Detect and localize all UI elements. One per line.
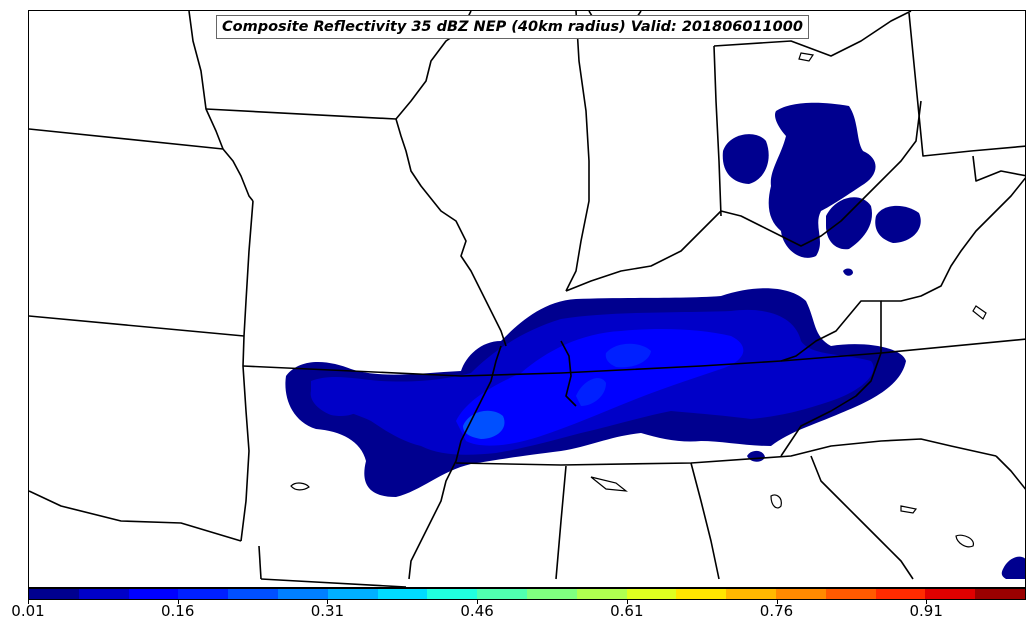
colorbar-ticks: 0.01 0.16 0.31 0.46 0.61 0.76 0.91: [0, 600, 1036, 633]
colorbar-segment: [975, 589, 1025, 599]
contour-small-ky: [843, 268, 853, 276]
lakes: [290, 52, 987, 548]
contour-ohio-d: [875, 205, 921, 243]
contour-small-coast: [1001, 556, 1025, 579]
map-title: Composite Reflectivity 35 dBZ NEP (40km …: [216, 15, 809, 39]
contour-level-4d: [310, 385, 363, 417]
colorbar-segment: [676, 589, 727, 599]
colorbar-tick-mark: [327, 600, 329, 604]
colorbar: [28, 588, 1026, 600]
colorbar-segment: [576, 589, 627, 599]
colorbar-segment: [626, 589, 677, 599]
colorbar-tick-label: 0.01: [11, 602, 45, 620]
map-canvas: [29, 11, 1025, 587]
colorbar-tick-mark: [477, 600, 479, 604]
colorbar-segment: [128, 589, 179, 599]
colorbar-tick-mark: [177, 600, 179, 604]
colorbar-segment: [726, 589, 776, 599]
colorbar-tick-label: 0.61: [610, 602, 644, 620]
colorbar-tick-label: 0.76: [759, 602, 794, 620]
colorbar-segment: [825, 589, 876, 599]
contour-ohio-c: [826, 197, 872, 250]
map-panel: [28, 10, 1026, 588]
colorbar-segment: [277, 589, 328, 599]
colorbar-segment: [78, 589, 129, 599]
state-boundaries: [29, 11, 1025, 587]
colorbar-segment: [477, 589, 527, 599]
contour-small-ga: [747, 450, 765, 462]
colorbar-tick-mark: [28, 600, 29, 604]
contour-level-4b: [605, 343, 651, 368]
colorbar-segment: [178, 589, 229, 599]
colorbar-tick-mark: [926, 600, 928, 604]
colorbar-segment: [775, 589, 826, 599]
colorbar-segment: [427, 589, 478, 599]
colorbar-tick-mark: [776, 600, 778, 604]
colorbar-tick-label: 0.31: [310, 602, 345, 620]
colorbar-segment: [925, 589, 976, 599]
colorbar-tick-label: 0.46: [460, 602, 494, 620]
contour-ohio-a: [722, 134, 769, 184]
colorbar-segment: [228, 589, 278, 599]
colorbar-segment: [526, 589, 577, 599]
colorbar-tick-label: 0.16: [160, 602, 195, 620]
contour-ohio-b: [768, 102, 876, 258]
colorbar-segment: [875, 589, 926, 599]
colorbar-segment: [327, 589, 378, 599]
probability-field: [285, 102, 1025, 579]
colorbar-tick-mark: [626, 600, 628, 604]
colorbar-segment: [377, 589, 428, 599]
colorbar-tick-label: 0.91: [909, 602, 943, 620]
contour-level-4c: [576, 378, 606, 406]
colorbar-segment: [29, 589, 79, 599]
